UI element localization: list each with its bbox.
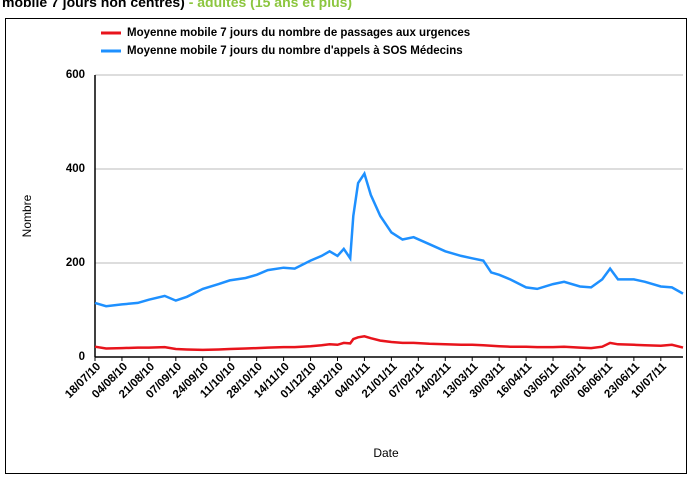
series-line — [94, 170, 684, 308]
x-axis-label: Date — [373, 446, 399, 460]
series-line — [94, 335, 684, 352]
y-tick-label: 200 — [66, 257, 85, 269]
y-tick-label: 0 — [79, 351, 85, 363]
y-axis-label: Nombre — [20, 194, 34, 237]
legend-label: Moyenne mobile 7 jours du nombre de pass… — [127, 27, 470, 39]
subtitle-text: - adultes (15 ans et plus) — [189, 0, 352, 10]
chart-title: mobile 7 jours non centrés) - adultes (1… — [2, 0, 352, 10]
y-tick-label: 600 — [66, 69, 85, 81]
y-tick-label: 400 — [66, 163, 85, 175]
legend-label: Moyenne mobile 7 jours du nombre d'appel… — [127, 45, 463, 57]
frame — [5, 18, 687, 474]
title-text: mobile 7 jours non centrés) — [2, 0, 185, 10]
